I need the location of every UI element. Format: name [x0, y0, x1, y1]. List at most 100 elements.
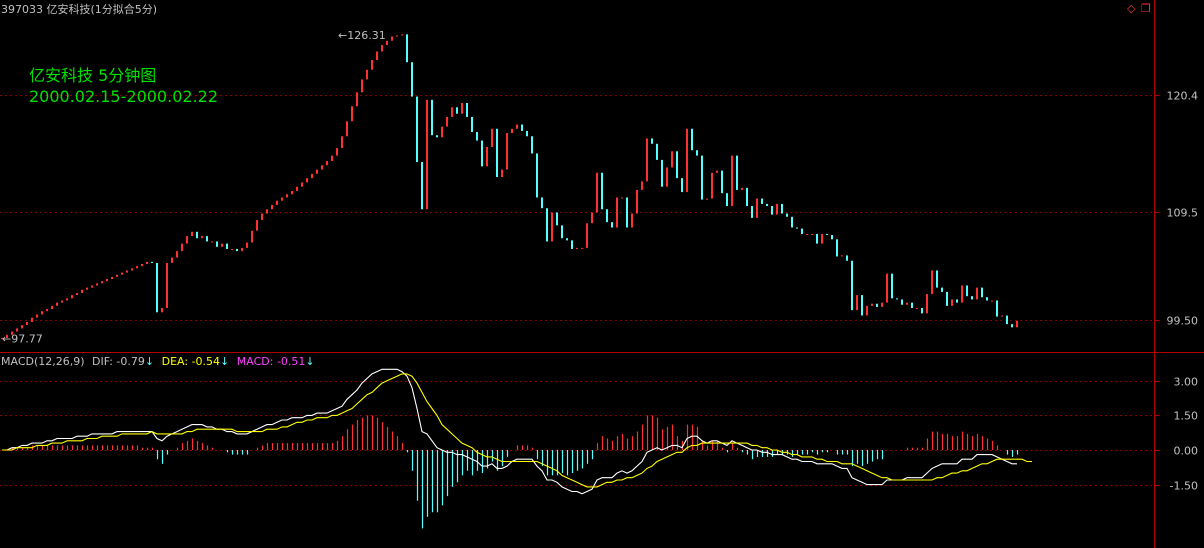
candle-bar	[736, 155, 738, 190]
candle-bar	[131, 268, 133, 271]
candle-bar	[1016, 320, 1018, 328]
candle-bar	[716, 170, 718, 173]
candle-bar	[1, 338, 3, 340]
candle-bar	[766, 203, 768, 207]
candle-bar	[721, 170, 723, 194]
macd-value-label: MACD: -0.51	[236, 355, 306, 368]
candle-bar	[811, 233, 813, 235]
candle-bar	[976, 287, 978, 300]
candle-bar	[56, 302, 58, 306]
candle-bar	[266, 209, 268, 214]
candle-bar	[161, 307, 163, 313]
candle-bar	[846, 255, 848, 261]
chart-overlay-title: 亿安科技 5分钟图 2000.02.15-2000.02.22	[29, 65, 218, 107]
candle-bar	[656, 143, 658, 160]
candle-bar	[991, 300, 993, 302]
price-annotations: ←126.31 ←97.77	[2, 29, 386, 345]
candle-bar	[861, 295, 863, 316]
candle-bar	[471, 116, 473, 132]
candle-bar	[21, 325, 23, 329]
candle-bar	[921, 307, 923, 314]
candle-bar	[626, 197, 628, 228]
candle-bar	[316, 169, 318, 174]
candle-bar	[536, 153, 538, 198]
candle-bar	[331, 155, 333, 161]
candle-bar	[986, 297, 988, 301]
price-tick-label: 109.5	[1167, 207, 1199, 220]
candle-bar	[71, 295, 73, 299]
candle-bar	[91, 285, 93, 288]
candle-bar	[541, 197, 543, 209]
candle-bar	[726, 193, 728, 207]
candle-bar	[436, 135, 438, 138]
candle-bar	[76, 292, 78, 296]
candle-bar	[891, 273, 893, 299]
candle-bar	[406, 34, 408, 63]
candle-bar	[756, 198, 758, 218]
candle-bar	[701, 155, 703, 200]
candle-bar	[836, 239, 838, 257]
candle-bar	[571, 240, 573, 249]
candle-bar	[336, 148, 338, 156]
candle-bar	[1001, 315, 1003, 317]
candle-bar	[586, 223, 588, 248]
candle-bar	[956, 299, 958, 303]
candle-bar	[101, 281, 103, 284]
candle-bar	[411, 62, 413, 97]
candle-bar	[871, 303, 873, 306]
candle-bar	[866, 305, 868, 316]
candle-bar	[671, 151, 673, 168]
low-price-label: ←97.77	[2, 332, 43, 345]
macd-indicator-label: MACD(12,26,9)	[1, 355, 85, 368]
candle-bar	[646, 138, 648, 182]
candle-bar	[691, 128, 693, 151]
candle-bar	[876, 303, 878, 307]
candle-bar	[176, 251, 178, 258]
candle-bar	[751, 206, 753, 218]
candle-bar	[961, 285, 963, 303]
candle-bar	[941, 287, 943, 292]
candle-bar	[531, 136, 533, 154]
candle-bar	[256, 219, 258, 231]
candle-bar	[901, 299, 903, 305]
candle-bar	[416, 96, 418, 163]
candle-bar	[16, 328, 18, 332]
candle-bar	[631, 213, 633, 228]
candle-bar	[441, 126, 443, 138]
candle-bar	[946, 291, 948, 306]
candle-bar	[136, 266, 138, 269]
diamond-icon[interactable]: ◇	[1127, 2, 1136, 15]
candle-bar	[421, 162, 423, 210]
candle-bar	[851, 260, 853, 311]
candle-bar	[156, 262, 158, 313]
candle-bar	[271, 204, 273, 210]
candle-bar	[216, 241, 218, 247]
candle-bar	[166, 262, 168, 308]
candle-bar	[526, 130, 528, 137]
candle-bar	[551, 212, 553, 242]
candle-bar	[476, 131, 478, 141]
candle-bar	[576, 247, 578, 249]
candle-bar	[361, 79, 363, 93]
candle-bar	[191, 231, 193, 237]
price-tick-label: 120.4	[1167, 90, 1199, 103]
window-restore-icon[interactable]: ❐	[1141, 2, 1151, 15]
candle-bar	[36, 314, 38, 318]
candle-bar	[246, 242, 248, 248]
candle-bar	[856, 295, 858, 311]
candle-bar	[611, 222, 613, 228]
candle-bar	[341, 136, 343, 149]
dif-arrow-icon: ↓	[144, 355, 155, 368]
grid-lines	[0, 95, 1154, 486]
candle-bar	[66, 298, 68, 301]
candle-bar	[371, 60, 373, 70]
candle-bar	[911, 302, 913, 308]
candle-bar	[481, 140, 483, 167]
candle-bar	[396, 35, 398, 37]
candle-bar	[301, 182, 303, 187]
candle-bar	[111, 276, 113, 280]
candle-bar	[801, 228, 803, 234]
candle-bar	[641, 181, 643, 190]
candle-bar	[426, 99, 428, 210]
